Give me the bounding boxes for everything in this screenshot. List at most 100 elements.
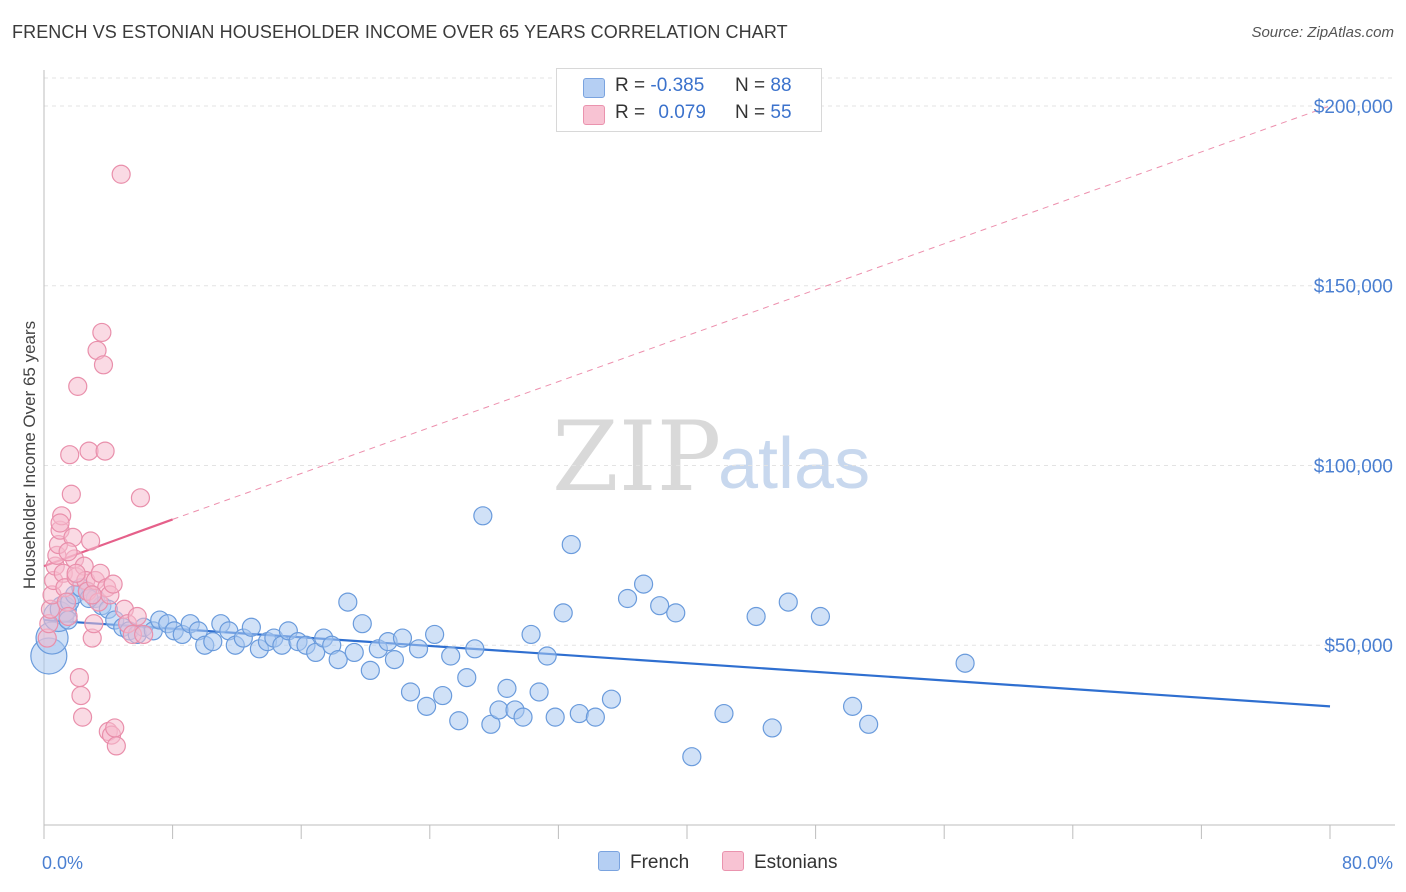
french-point [521,624,541,645]
y-tick-label: $100,000 [1314,456,1393,477]
legend-item-french[interactable]: French [598,851,689,874]
estonian-n: N = 55 [735,102,792,124]
estonian-n-label: N = [735,102,766,123]
french-n-label: N = [735,75,766,96]
french-point [601,689,622,709]
legend-swatch-estonians [722,851,744,871]
x-tick-label: 80.0% [1342,853,1393,873]
french-n: N = 88 [735,75,792,97]
estonian-point [81,531,101,551]
estonian-point [68,376,88,396]
french-point [778,592,798,612]
french-point [585,707,605,727]
french-point [650,596,670,616]
source-label: Source: ZipAtlas.com [1251,24,1394,41]
french-point [481,714,501,734]
stats-box: R = -0.385 N = 88 R = 0.079 N = 55 [556,68,822,132]
french-r-label: R = [615,75,646,96]
french-point [529,682,549,702]
estonian-point [58,542,78,562]
legend-item-estonians[interactable]: Estonians [722,851,837,874]
french-point [392,628,413,648]
french-point [489,700,509,720]
estonian-point [130,488,151,508]
french-point [352,614,372,634]
estonian-point [105,718,125,738]
estonian-point [79,441,99,461]
french-point [666,603,686,623]
estonian-point [134,624,154,645]
estonian-point [66,563,86,583]
french-point [545,707,565,727]
french-point [561,534,581,555]
french-swatch [583,78,605,98]
french-point [955,653,975,673]
french-point [682,747,702,767]
legend-swatch-french [598,851,620,871]
estonian-r-label: R = [615,102,646,123]
watermark-zip: ZIP [552,401,721,513]
french-point [746,606,766,627]
estonian-point [103,574,123,594]
estonian-point [111,164,131,184]
x-tick-label: 0.0% [42,853,83,873]
french-point [553,603,573,623]
legend-label-french: French [630,852,690,873]
french-point [633,574,654,594]
legend-label-estonians: Estonians [754,852,838,873]
estonian-r-value: 0.079 [658,102,706,123]
french-n-value: 88 [770,75,792,96]
y-tick-label: $50,000 [1324,636,1393,657]
estonian-point [72,707,93,727]
french-point [842,696,863,716]
french-point [762,718,782,738]
y-tick-label: $150,000 [1314,277,1393,298]
estonian-r: R = 0.079 [615,102,706,124]
french-point [306,642,326,663]
axes [43,70,1395,839]
french-point [203,632,223,652]
tick-labels: $50,000 $100,000 $150,000 $200,000 0.0% 80.0% [42,97,1393,873]
gridlines [44,77,1395,646]
estonian-point [82,585,102,605]
estonian-point [50,513,70,533]
french-point [416,696,437,716]
estonian-point [58,606,78,627]
french-r: R = -0.385 [615,75,704,97]
french-point [569,703,589,724]
french-point [384,650,405,670]
french-point [465,639,485,659]
estonian-point [93,355,114,375]
watermark-atlas: atlas [718,424,870,504]
estonian-point [127,606,147,627]
french-point [433,685,453,706]
french-point [441,646,461,666]
chart-title: FRENCH VS ESTONIAN HOUSEHOLDER INCOME OV… [12,22,788,42]
french-point [328,650,348,670]
french-point [338,592,358,612]
french-point [408,639,429,659]
french-point [344,642,364,663]
estonian-point [61,484,81,504]
french-r-value: -0.385 [650,75,705,96]
french-point [473,506,493,526]
estonian-point [84,614,104,634]
y-tick-label: $200,000 [1314,97,1393,118]
french-point [360,660,380,681]
estonian-trend-extrapolated [172,105,1331,520]
french-point [537,646,557,666]
stats-row-french: R = -0.385 N = 88 [557,75,821,101]
french-trend-line [43,618,1331,708]
french-point [241,617,261,637]
estonian-point [92,322,112,343]
estonian-point [60,445,80,465]
estonian-point [69,667,89,688]
french-point [714,703,734,724]
french-point [449,711,469,731]
legend: French Estonians [0,851,1406,879]
estonian-point [106,736,126,756]
french-point [497,678,517,698]
stats-row-estonians: R = 0.079 N = 55 [557,102,821,128]
estonian-swatch [583,105,605,125]
french-point [617,588,638,609]
